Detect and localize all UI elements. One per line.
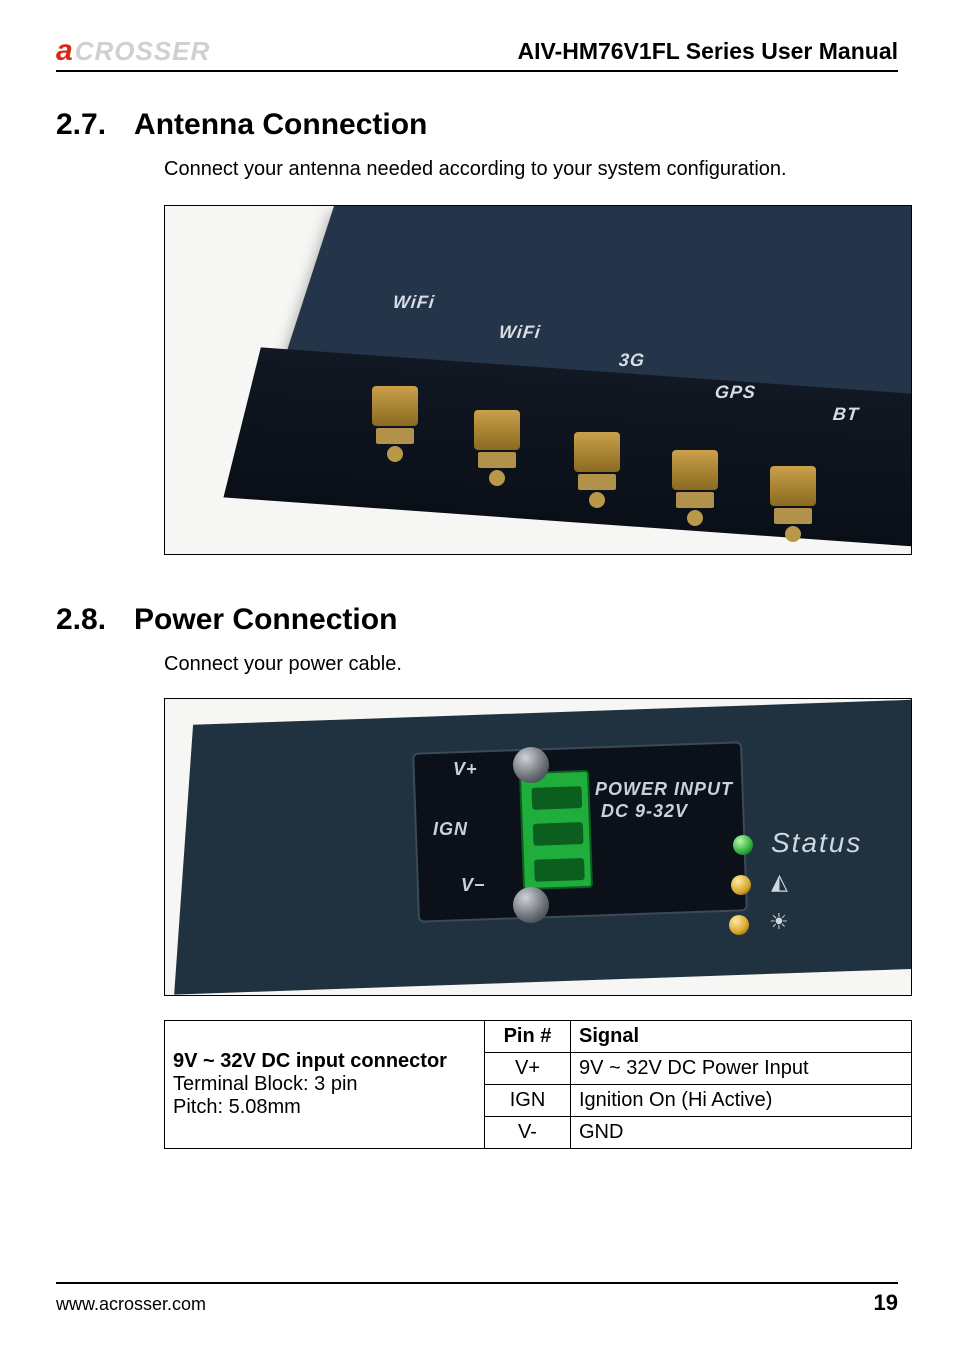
status-icon: ☀ xyxy=(769,909,789,935)
power-voltage-label: DC 9-32V xyxy=(601,801,688,822)
page-header: a CROSSER AIV-HM76V1FL Series User Manua… xyxy=(56,28,898,66)
pin-cell: IGN xyxy=(485,1085,571,1117)
col-header-pin: Pin # xyxy=(485,1021,571,1053)
sma-connector xyxy=(770,466,816,536)
section-body: Connect your antenna needed according to… xyxy=(164,156,898,183)
section-title: Power Connection xyxy=(134,603,397,637)
section-heading: 2.8. Power Connection xyxy=(56,603,898,637)
section-number: 2.8. xyxy=(56,603,106,637)
section-title: Antenna Connection xyxy=(134,108,427,142)
status-led xyxy=(731,875,751,895)
sma-connector xyxy=(672,450,718,520)
pin-label: V+ xyxy=(453,759,478,780)
status-led xyxy=(729,915,749,935)
antenna-photo: WiFi WiFi 3G GPS BT xyxy=(164,205,912,555)
pin-label: IGN xyxy=(433,819,468,840)
section-antenna: 2.7. Antenna Connection Connect your ant… xyxy=(56,108,898,555)
section-power: 2.8. Power Connection Connect your power… xyxy=(56,603,898,1149)
connector-line2: Terminal Block: 3 pin xyxy=(173,1073,358,1095)
power-input-label: POWER INPUT xyxy=(595,779,733,800)
connector-label: 3G xyxy=(618,350,646,371)
signal-cell: GND xyxy=(571,1117,912,1149)
panel-screw xyxy=(513,747,549,783)
panel-screw xyxy=(513,887,549,923)
connector-line3: Pitch: 5.08mm xyxy=(173,1096,301,1118)
footer-url: www.acrosser.com xyxy=(56,1294,206,1315)
page-number: 19 xyxy=(874,1290,898,1316)
connector-label: BT xyxy=(832,404,860,425)
logo-rest: CROSSER xyxy=(75,38,211,64)
pin-cell: V+ xyxy=(485,1053,571,1085)
connector-title: 9V ~ 32V DC input connector xyxy=(173,1050,476,1073)
connector-label: WiFi xyxy=(392,292,436,313)
header-rule xyxy=(56,70,898,72)
table-row: 9V ~ 32V DC input connector Terminal Blo… xyxy=(165,1021,912,1053)
section-heading: 2.7. Antenna Connection xyxy=(56,108,898,142)
col-header-signal: Signal xyxy=(571,1021,912,1053)
manual-title: AIV-HM76V1FL Series User Manual xyxy=(518,38,899,65)
connector-label: GPS xyxy=(714,382,757,403)
signal-cell: 9V ~ 32V DC Power Input xyxy=(571,1053,912,1085)
status-led xyxy=(733,835,753,855)
signal-cell: Ignition On (Hi Active) xyxy=(571,1085,912,1117)
pin-cell: V- xyxy=(485,1117,571,1149)
status-label: Status xyxy=(771,827,862,859)
logo-letter-a: a xyxy=(56,36,73,66)
connector-spec-cell: 9V ~ 32V DC input connector Terminal Blo… xyxy=(165,1021,485,1149)
section-number: 2.7. xyxy=(56,108,106,142)
pin-table: 9V ~ 32V DC input connector Terminal Blo… xyxy=(164,1020,912,1149)
connector-label: WiFi xyxy=(498,322,542,343)
pin-label: V− xyxy=(461,875,486,896)
brand-logo: a CROSSER xyxy=(56,36,210,66)
section-body: Connect your power cable. xyxy=(164,651,898,678)
power-photo: V+ IGN V− POWER INPUTDC 9-32V Status ◭ ☀ xyxy=(164,698,912,996)
sma-connector xyxy=(372,386,418,456)
terminal-block xyxy=(519,770,593,890)
status-icon: ◭ xyxy=(771,869,788,895)
sma-connector xyxy=(474,410,520,480)
sma-connector xyxy=(574,432,620,502)
page-footer: www.acrosser.com 19 xyxy=(56,1282,898,1316)
page: a CROSSER AIV-HM76V1FL Series User Manua… xyxy=(0,0,954,1354)
footer-rule xyxy=(56,1282,898,1284)
